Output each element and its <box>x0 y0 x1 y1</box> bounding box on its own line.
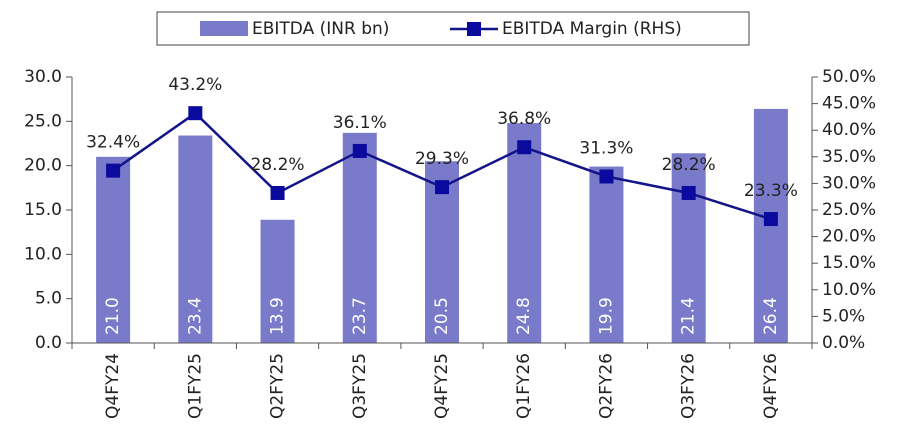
bar <box>671 153 706 343</box>
bar <box>178 135 213 343</box>
x-tick-label: Q4FY25 <box>432 353 452 419</box>
y2-tick-label: 20.0% <box>822 227 876 247</box>
y2-tick-label: 35.0% <box>822 147 876 167</box>
y-tick-label: 20.0 <box>24 156 62 176</box>
y2-tick-label: 5.0% <box>822 306 865 326</box>
x-tick-label: Q4FY26 <box>761 353 781 419</box>
bar <box>507 123 542 344</box>
x-tick-label: Q4FY24 <box>103 353 123 419</box>
bar-value-label: 21.4 <box>679 297 699 335</box>
y2-tick-label: 30.0% <box>822 173 876 193</box>
x-tick-label: Q3FY26 <box>679 353 699 419</box>
y-tick-label: 15.0 <box>24 200 62 220</box>
line-marker <box>681 185 696 200</box>
line-marker <box>106 163 121 178</box>
bar-value-label: 20.5 <box>432 297 452 335</box>
y-tick-label: 0.0 <box>35 333 62 353</box>
line-marker <box>517 140 532 155</box>
bar <box>589 166 624 343</box>
line-value-label: 36.8% <box>497 109 551 129</box>
bar-value-label: 26.4 <box>761 297 781 335</box>
line-value-label: 36.1% <box>333 113 387 133</box>
y2-tick-label: 45.0% <box>822 94 876 114</box>
line-marker <box>188 106 203 121</box>
legend-swatch-marker <box>467 22 481 36</box>
y-tick-label: 10.0 <box>24 244 62 264</box>
bar-value-label: 24.8 <box>514 297 534 335</box>
line-value-label: 31.3% <box>579 138 633 158</box>
bar-value-label: 23.4 <box>185 297 205 335</box>
bar-value-label: 21.0 <box>103 297 123 335</box>
bar <box>96 156 131 343</box>
line-marker <box>352 143 367 158</box>
legend-swatch <box>200 21 248 36</box>
bar <box>342 132 377 343</box>
legend-label: EBITDA Margin (RHS) <box>502 19 682 39</box>
line-value-label: 32.4% <box>86 133 140 153</box>
line-value-label: 29.3% <box>415 149 469 169</box>
line-marker <box>599 169 614 184</box>
line-marker <box>435 180 449 195</box>
y-tick-label: 30.0 <box>24 67 62 87</box>
bar-value-label: 13.9 <box>268 297 288 335</box>
line-value-label: 28.2% <box>662 155 716 175</box>
x-tick-label: Q3FY25 <box>350 353 370 419</box>
line-value-label: 23.3% <box>744 181 798 201</box>
bar-value-label: 23.7 <box>350 297 370 335</box>
bar <box>260 219 295 343</box>
y2-tick-label: 50.0% <box>822 67 876 87</box>
x-tick-label: Q1FY25 <box>185 353 205 419</box>
y2-tick-label: 10.0% <box>822 280 876 300</box>
x-tick-label: Q2FY25 <box>268 353 288 419</box>
legend-label: EBITDA (INR bn) <box>252 19 389 39</box>
x-tick-label: Q2FY26 <box>596 353 616 419</box>
y-tick-label: 25.0 <box>24 111 62 131</box>
y2-tick-label: 0.0% <box>822 333 865 353</box>
line-marker <box>270 185 285 200</box>
y2-tick-label: 15.0% <box>822 253 876 273</box>
y2-tick-label: 40.0% <box>822 120 876 140</box>
line-value-label: 43.2% <box>168 75 222 95</box>
line-marker <box>763 212 778 227</box>
bar-value-label: 19.9 <box>596 297 616 335</box>
y-tick-label: 5.0 <box>35 289 62 309</box>
x-tick-label: Q1FY26 <box>514 353 534 419</box>
y2-tick-label: 25.0% <box>822 200 876 220</box>
line-value-label: 28.2% <box>251 155 305 175</box>
